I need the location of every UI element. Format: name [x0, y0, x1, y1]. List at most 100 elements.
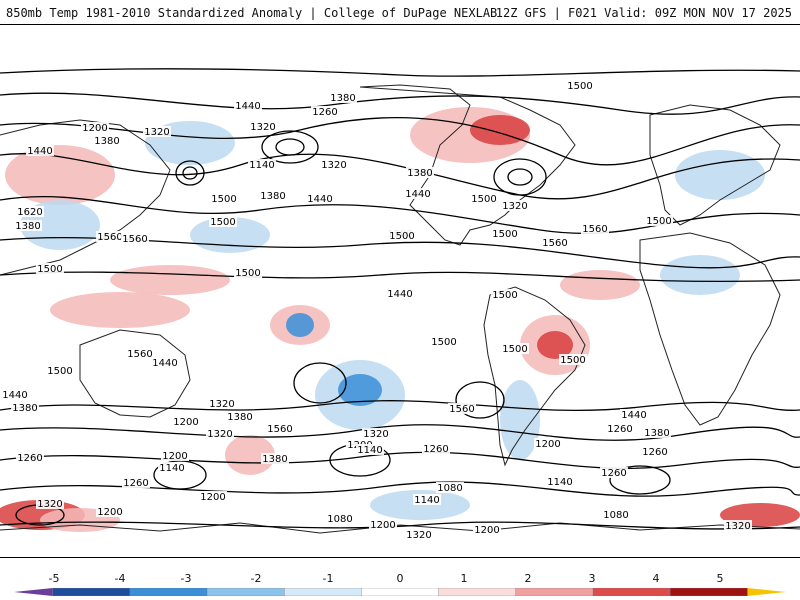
- contour-label: 1500: [431, 337, 456, 348]
- contour-label-bg: [11, 402, 39, 413]
- contour-label-bg: [151, 357, 179, 368]
- contour-label: 1200: [200, 492, 225, 503]
- contour-label-bg: [581, 223, 609, 234]
- contour-label-bg: [36, 263, 64, 274]
- colorbar-tick-label: -5: [48, 572, 60, 585]
- height-contour-line: [0, 521, 800, 530]
- anomaly-region: [537, 331, 573, 359]
- colorbar-tick-label: -4: [114, 572, 126, 585]
- contour-label: 1200: [82, 123, 107, 134]
- contour-label-bg: [36, 498, 64, 509]
- model-run-info: 12Z GFS | F021 Valid: 09Z MON NOV 17 202…: [495, 6, 792, 20]
- anomaly-region: [110, 265, 230, 295]
- contour-label: 1140: [414, 495, 439, 506]
- contour-label: 1440: [2, 390, 27, 401]
- contour-label: 1200: [535, 439, 560, 450]
- contour-label: 1320: [37, 499, 62, 510]
- contour-label-bg: [362, 428, 390, 439]
- colorbar-tick-label: -2: [250, 572, 262, 585]
- contour-label: 1560: [267, 424, 292, 435]
- contour-label-bg: [470, 193, 498, 204]
- contour-label-bg: [248, 159, 276, 170]
- contour-label: 1380: [407, 168, 432, 179]
- contour-label: 1320: [144, 127, 169, 138]
- contour-label: 1500: [471, 194, 496, 205]
- contour-label: 1380: [260, 191, 285, 202]
- contour-label: 1200: [474, 525, 499, 536]
- contour-label: 1500: [492, 290, 517, 301]
- contour-label: 1440: [307, 194, 332, 205]
- coastline-north-america: [359, 84, 576, 246]
- contour-label: 1200: [173, 417, 198, 428]
- contour-label: 1200: [162, 451, 187, 462]
- map-canvas: 1440 1380 1500 1260 1200 1320 1380 1320 1140 1320…: [0, 68, 800, 541]
- contour-label-bg: [641, 446, 669, 457]
- contour-label-bg: [430, 336, 458, 347]
- contour-label: 1320: [209, 399, 234, 410]
- anomaly-region: [675, 150, 765, 200]
- colorbar-tick-label: -3: [180, 572, 192, 585]
- height-contour-line: [0, 68, 800, 77]
- contour-label-bg: [501, 343, 529, 354]
- contour-label-bg: [96, 231, 124, 242]
- contour-label: 1440: [621, 410, 646, 421]
- contour-label-bg: [16, 206, 44, 217]
- contour-label-bg: [249, 121, 277, 132]
- anomaly-shading: [0, 107, 800, 532]
- contour-label: 1140: [159, 463, 184, 474]
- height-contour-line: [0, 153, 800, 200]
- contour-label: 1260: [642, 447, 667, 458]
- contour-label: 1320: [363, 429, 388, 440]
- colorbar-min-arrow: [14, 588, 53, 596]
- contour-label-bg: [436, 482, 464, 493]
- map-title: 850mb Temp 1981-2010 Standardized Anomal…: [6, 6, 498, 20]
- contour-label-bg: [234, 100, 262, 111]
- contour-label: 1500: [47, 366, 72, 377]
- contour-label-bg: [209, 216, 237, 227]
- contour-label: 1320: [502, 201, 527, 212]
- height-contour-closed: [182, 166, 198, 180]
- height-contour-closed: [293, 362, 347, 404]
- colorbar-segment: [129, 588, 208, 596]
- contour-label-bg: [534, 438, 562, 449]
- contour-label: 1560: [127, 349, 152, 360]
- contour-labels: 1440 1380 1500 1260 1200 1320 1380 1320 1140 1320…: [1, 80, 752, 541]
- contour-label-bg: [606, 423, 634, 434]
- contour-label: 1260: [607, 424, 632, 435]
- contour-label-bg: [126, 348, 154, 359]
- anomaly-region: [560, 270, 640, 300]
- contour-label-bg: [206, 428, 234, 439]
- contour-label-bg: [16, 452, 44, 463]
- height-contour-line: [0, 271, 800, 283]
- contour-label: 1320: [207, 429, 232, 440]
- contour-label: 1560: [582, 224, 607, 235]
- height-contour-line: [0, 451, 800, 470]
- contour-label-bg: [329, 92, 357, 103]
- contour-label-bg: [546, 476, 574, 487]
- contour-label: 1560: [122, 234, 147, 245]
- contour-label: 1560: [542, 238, 567, 249]
- contour-label: 1200: [97, 507, 122, 518]
- contour-label: 1080: [437, 483, 462, 494]
- contour-label: 1080: [603, 510, 628, 521]
- contour-label-bg: [14, 220, 42, 231]
- contour-label: 1500: [211, 194, 236, 205]
- colorbar-segment: [361, 588, 440, 596]
- height-contour-line: [0, 424, 800, 441]
- contour-label: 1380: [330, 93, 355, 104]
- anomaly-region: [500, 380, 540, 460]
- colorbar-max-arrow: [747, 588, 786, 596]
- contour-label: 1560: [97, 232, 122, 243]
- contour-label-bg: [645, 215, 673, 226]
- contour-label-bg: [356, 444, 384, 455]
- colorbar-segment: [670, 588, 749, 596]
- colorbar-tick-label: 5: [716, 572, 724, 585]
- height-contour-closed: [275, 138, 305, 156]
- height-contour-line: [0, 195, 800, 235]
- contour-label: 1380: [262, 454, 287, 465]
- contour-label-bg: [406, 167, 434, 178]
- contour-label-bg: [143, 126, 171, 137]
- anomaly-region: [660, 255, 740, 295]
- coastline-australia: [79, 329, 191, 418]
- contour-label-bg: [306, 193, 334, 204]
